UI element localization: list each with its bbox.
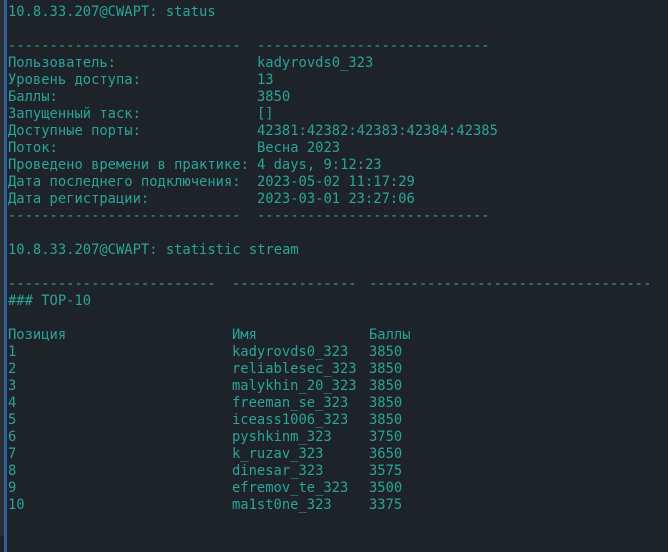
cell-score: 3850 <box>369 344 403 360</box>
table-row: 10 ma1st0ne_323 3375 <box>8 497 651 514</box>
terminal-output: 10.8.33.207@CWAPT: status --------------… <box>8 4 651 514</box>
column-position: Позиция <box>8 327 67 343</box>
field-label: Доступные порты: <box>8 123 141 139</box>
field-value: 2023-03-01 23:27:06 <box>257 191 415 207</box>
cell-position: 5 <box>8 412 17 428</box>
status-field: Поток: Весна 2023 <box>8 140 651 157</box>
field-label: Баллы: <box>8 89 58 105</box>
cell-name: malykhin_20_323 <box>232 378 357 394</box>
cell-name: reliablesec_323 <box>232 361 357 377</box>
cell-position: 7 <box>8 446 17 462</box>
cell-score: 3850 <box>369 361 403 377</box>
cell-name: iceass1006_323 <box>232 412 349 428</box>
field-value: [] <box>257 106 274 122</box>
cell-score: 3850 <box>369 395 403 411</box>
field-label: Дата регистрации: <box>8 191 150 207</box>
field-label: Уровень доступа: <box>8 72 141 88</box>
cell-position: 4 <box>8 395 17 411</box>
top10-heading: ### TOP-10 <box>8 293 92 309</box>
status-field: Дата последнего подключения: 2023-05-02 1… <box>8 174 651 191</box>
field-label: Пользователь: <box>8 55 116 71</box>
table-row: 9 efremov_te_323 3500 <box>8 480 651 497</box>
status-field: Проведено времени в практике: 4 days, 9:1… <box>8 157 651 174</box>
cell-name: ma1st0ne_323 <box>232 497 332 513</box>
status-prompt: 10.8.33.207@CWAPT: status <box>8 4 216 20</box>
table-row: 7 k_ruzav_323 3650 <box>8 446 651 463</box>
status-fields: Пользователь: kadyrovds0_323 Уровень досту… <box>8 55 651 208</box>
status-field: Баллы: 3850 <box>8 89 651 106</box>
cell-name: freeman_se_323 <box>232 395 349 411</box>
field-value: 42381:42382:42383:42384:42385 <box>257 123 498 139</box>
left-accent-bar <box>4 0 7 552</box>
table-row: 8 dinesar_323 3575 <box>8 463 651 480</box>
cell-score: 3750 <box>369 429 403 445</box>
editor-gutter <box>0 0 4 536</box>
cell-score: 3500 <box>369 480 403 496</box>
status-field: Запущенный таск: [] <box>8 106 651 123</box>
top10-table: 1 kadyrovds0_323 3850 2 reliablesec_323 3850 3… <box>8 344 651 514</box>
column-score: Баллы <box>369 327 411 343</box>
table-row: 3 malykhin_20_323 3850 <box>8 378 651 395</box>
field-label: Запущенный таск: <box>8 106 141 122</box>
cell-name: efremov_te_323 <box>232 480 349 496</box>
cell-position: 8 <box>8 463 17 479</box>
table-row: 2 reliablesec_323 3850 <box>8 361 651 378</box>
cell-score: 3375 <box>369 497 403 513</box>
cell-position: 9 <box>8 480 17 496</box>
table-row: 4 freeman_se_323 3850 <box>8 395 651 412</box>
status-field: Уровень доступа: 13 <box>8 72 651 89</box>
cell-name: dinesar_323 <box>232 463 324 479</box>
stream-divider: ------------------------- ---------------… <box>8 276 652 292</box>
status-field: Пользователь: kadyrovds0_323 <box>8 55 651 72</box>
cell-position: 10 <box>8 497 25 513</box>
cell-name: k_ruzav_323 <box>232 446 324 462</box>
table-row: 1 kadyrovds0_323 3850 <box>8 344 651 361</box>
field-value: 4 days, 9:12:23 <box>257 157 382 173</box>
cell-score: 3650 <box>369 446 403 462</box>
table-row: 6 pyshkinm_323 3750 <box>8 429 651 446</box>
table-header: Позиция Имя Баллы <box>8 327 651 344</box>
column-name: Имя <box>232 327 257 343</box>
table-row: 5 iceass1006_323 3850 <box>8 412 651 429</box>
field-label: Поток: <box>8 140 58 156</box>
field-label: Проведено времени в практике: <box>8 157 249 173</box>
cell-score: 3850 <box>369 378 403 394</box>
cell-name: pyshkinm_323 <box>232 429 332 445</box>
cell-position: 6 <box>8 429 17 445</box>
cell-position: 3 <box>8 378 17 394</box>
field-label: Дата последнего подключения: <box>8 174 241 190</box>
cell-position: 2 <box>8 361 17 377</box>
field-value: 3850 <box>257 89 291 105</box>
stream-prompt: 10.8.33.207@CWAPT: statistic stream <box>8 242 299 258</box>
status-divider-top: ---------------------------- ------------… <box>8 38 490 54</box>
status-field: Дата регистрации: 2023-03-01 23:27:06 <box>8 191 651 208</box>
status-divider-bottom: ---------------------------- ------------… <box>8 208 490 224</box>
field-value: Весна 2023 <box>257 140 341 156</box>
status-field: Доступные порты: 42381:42382:42383:42384:… <box>8 123 651 140</box>
field-value: kadyrovds0_323 <box>257 55 374 71</box>
cell-name: kadyrovds0_323 <box>232 344 349 360</box>
field-value: 13 <box>257 72 274 88</box>
cell-position: 1 <box>8 344 17 360</box>
cell-score: 3575 <box>369 463 403 479</box>
cell-score: 3850 <box>369 412 403 428</box>
field-value: 2023-05-02 11:17:29 <box>257 174 415 190</box>
